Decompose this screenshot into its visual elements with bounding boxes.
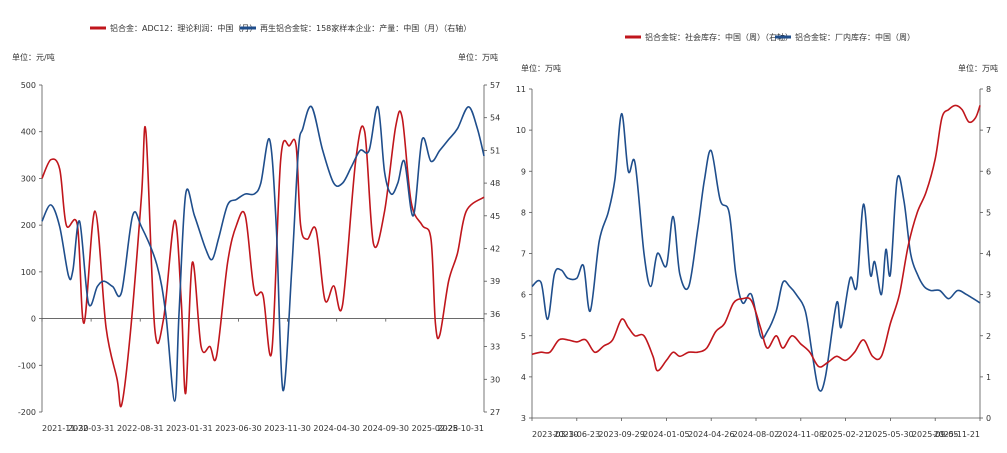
chart1-right-tick-label: 57 bbox=[490, 81, 500, 90]
chart2-left-tick-label: 9 bbox=[521, 167, 526, 176]
chart2-x-tick-label: 2025-05-30 bbox=[867, 430, 914, 439]
chart2-series-line-1 bbox=[531, 112, 981, 392]
chart-inventory: 铝合金锭：社会库存：中国（周）（右轴） 铝合金锭：厂内库存：中国（周） 单位：万… bbox=[516, 32, 998, 439]
chart1-right-tick-label: 30 bbox=[490, 375, 500, 384]
chart2-right-tick-label: 4 bbox=[986, 250, 991, 259]
chart1-left-tick-label: 200 bbox=[21, 221, 36, 230]
chart1-x-tick-label: 2024-09-30 bbox=[363, 424, 410, 433]
chart2-x-tick-label: 2024-01-05 bbox=[643, 430, 690, 439]
chart2-right-tick-label: 2 bbox=[986, 332, 991, 341]
chart1-right-tick-label: 39 bbox=[490, 277, 500, 286]
chart2-x-tick-label: 2025-09-05 bbox=[912, 430, 959, 439]
chart1-x-tick-label: 2023-01-31 bbox=[166, 424, 213, 433]
chart2-right-tick-label: 6 bbox=[986, 167, 991, 176]
chart-profit-vs-output: 铝合金：ADC12：理论利润：中国（月） 再生铝合金锭：158家样本企业：产量：… bbox=[12, 23, 500, 433]
chart1-series-line-1 bbox=[41, 110, 485, 408]
chart2-legend-blue-label: 铝合金锭：厂内库存：中国（周） bbox=[795, 32, 915, 42]
chart2-left-tick-label: 6 bbox=[521, 291, 526, 300]
chart2-series-line-2 bbox=[531, 104, 981, 372]
chart2-left-tick-label: 3 bbox=[521, 414, 526, 423]
chart2-right-tick-label: 0 bbox=[986, 414, 991, 423]
chart1-left-tick-label: 500 bbox=[21, 81, 36, 90]
chart2-right-unit: 单位：万吨 bbox=[958, 63, 998, 73]
chart2-left-tick-label: 11 bbox=[516, 85, 526, 94]
chart2-left-tick-label: 7 bbox=[521, 250, 526, 259]
chart2-x-tick-label: 2024-04-26 bbox=[688, 430, 735, 439]
chart1-legend: 铝合金：ADC12：理论利润：中国（月） 再生铝合金锭：158家样本企业：产量：… bbox=[90, 23, 471, 33]
chart2-left-unit: 单位：万吨 bbox=[521, 63, 561, 73]
chart1-x-tick-label: 2024-04-30 bbox=[313, 424, 360, 433]
chart1-right-unit: 单位：万吨 bbox=[458, 52, 498, 62]
chart1-left-tick-label: -100 bbox=[18, 361, 36, 370]
chart1-left-tick-label: 400 bbox=[21, 128, 36, 137]
chart2-x-tick-label: 2023-09-29 bbox=[598, 430, 645, 439]
chart2-right-tick-label: 8 bbox=[986, 85, 991, 94]
chart2-left-tick-label: 8 bbox=[521, 208, 526, 217]
chart1-x-tick-label: 2023-06-30 bbox=[215, 424, 262, 433]
chart2-x-tick-label: 2025-02-21 bbox=[822, 430, 869, 439]
chart1-legend-blue-label: 再生铝合金锭：158家样本企业：产量：中国（月）（右轴） bbox=[260, 23, 471, 33]
chart1-right-tick-label: 36 bbox=[490, 310, 500, 319]
chart2-x-tick-label: 2025-11-21 bbox=[934, 430, 981, 439]
chart1-left-unit: 单位：元/吨 bbox=[12, 52, 55, 62]
chart2-x-tick-label: 2024-08-02 bbox=[733, 430, 780, 439]
chart1-x-tick-label: 2022-03-31 bbox=[68, 424, 115, 433]
chart1-right-tick-label: 51 bbox=[490, 146, 500, 155]
chart1-x-tick-label: 2022-08-31 bbox=[117, 424, 164, 433]
chart2-x-tick-label: 2024-11-08 bbox=[778, 430, 825, 439]
chart2-legend-red-label: 铝合金锭：社会库存：中国（周）（右轴） bbox=[645, 32, 793, 42]
chart2-left-tick-label: 4 bbox=[521, 373, 526, 382]
chart2-x-tick-label: 2023-06-23 bbox=[554, 430, 601, 439]
chart2-left-tick-label: 5 bbox=[521, 332, 526, 341]
chart1-legend-red-label: 铝合金：ADC12：理论利润：中国（月） bbox=[110, 23, 257, 33]
chart1-right-tick-label: 33 bbox=[490, 343, 500, 352]
chart1-right-tick-label: 45 bbox=[490, 212, 500, 221]
chart1-right-tick-label: 48 bbox=[490, 179, 500, 188]
chart1-x-tick-label: 2021-11-30 bbox=[42, 424, 89, 433]
chart1-x-tick-label: 2023-11-30 bbox=[264, 424, 311, 433]
chart1-x-tick-label: 2025-02-28 bbox=[412, 424, 459, 433]
chart2-legend: 铝合金锭：社会库存：中国（周）（右轴） 铝合金锭：厂内库存：中国（周） bbox=[625, 32, 915, 42]
chart2-right-tick-label: 1 bbox=[986, 373, 991, 382]
chart1-series-line-2 bbox=[41, 105, 485, 402]
chart1-left-tick-label: -200 bbox=[18, 408, 36, 417]
chart1-x-tick-label: 2025-10-31 bbox=[438, 424, 485, 433]
chart2-left-tick-label: 10 bbox=[516, 126, 526, 135]
chart1-left-tick-label: 100 bbox=[21, 268, 36, 277]
chart2-right-tick-label: 5 bbox=[986, 208, 991, 217]
chart1-left-tick-label: 0 bbox=[31, 315, 36, 324]
chart1-right-tick-label: 54 bbox=[490, 114, 500, 123]
chart1-right-tick-label: 42 bbox=[490, 245, 500, 254]
chart2-right-tick-label: 3 bbox=[986, 291, 991, 300]
chart1-left-tick-label: 300 bbox=[21, 174, 36, 183]
chart2-right-tick-label: 7 bbox=[986, 126, 991, 135]
chart2-x-tick-label: 2023-03-10 bbox=[532, 430, 579, 439]
chart1-right-tick-label: 27 bbox=[490, 408, 500, 417]
